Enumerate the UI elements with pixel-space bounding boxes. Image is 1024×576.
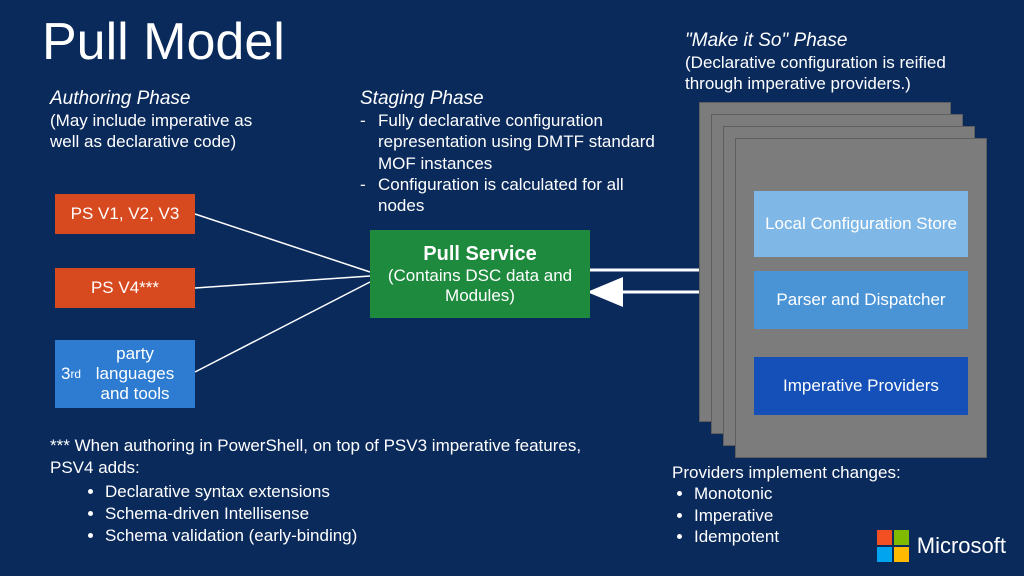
authoring-phase: Authoring Phase (May include imperative … [50, 88, 280, 153]
slide-title: Pull Model [42, 12, 285, 72]
stack-inner-2: Imperative Providers [754, 357, 968, 415]
footnote-lead: *** When authoring in PowerShell, on top… [50, 435, 610, 479]
stack-inner-1: Parser and Dispatcher [754, 271, 968, 329]
logo-squares-icon [877, 530, 909, 562]
server-stack-front: Local Configuration Store Parser and Disp… [735, 138, 987, 458]
authoring-box-1: PS V4*** [55, 268, 195, 308]
providers-lead: Providers implement changes: [672, 462, 932, 483]
microsoft-logo: Microsoft [877, 530, 1006, 562]
staging-label: Staging Phase [360, 88, 660, 110]
authoring-desc: (May include imperative as well as decla… [50, 110, 280, 153]
authoring-box-2: 3rd party languages and tools [55, 340, 195, 408]
makeit-desc: (Declarative configuration is reified th… [685, 52, 995, 95]
makeit-label: "Make it So" Phase [685, 30, 995, 52]
slide: Pull Model Authoring Phase (May include … [0, 0, 1024, 576]
authoring-box-0: PS V1, V2, V3 [55, 194, 195, 234]
footnote-bullets: Declarative syntax extensions Schema-dri… [105, 481, 610, 547]
stack-inner-0: Local Configuration Store [754, 191, 968, 257]
makeit-phase: "Make it So" Phase (Declarative configur… [685, 30, 995, 95]
logo-text: Microsoft [917, 533, 1006, 559]
staging-desc: - Fully declarative configuration repres… [360, 110, 660, 216]
pull-service-box: Pull Service(Contains DSC data and Modul… [370, 230, 590, 318]
authoring-label: Authoring Phase [50, 88, 280, 110]
footnote: *** When authoring in PowerShell, on top… [50, 435, 610, 547]
staging-phase: Staging Phase - Fully declarative config… [360, 88, 660, 216]
